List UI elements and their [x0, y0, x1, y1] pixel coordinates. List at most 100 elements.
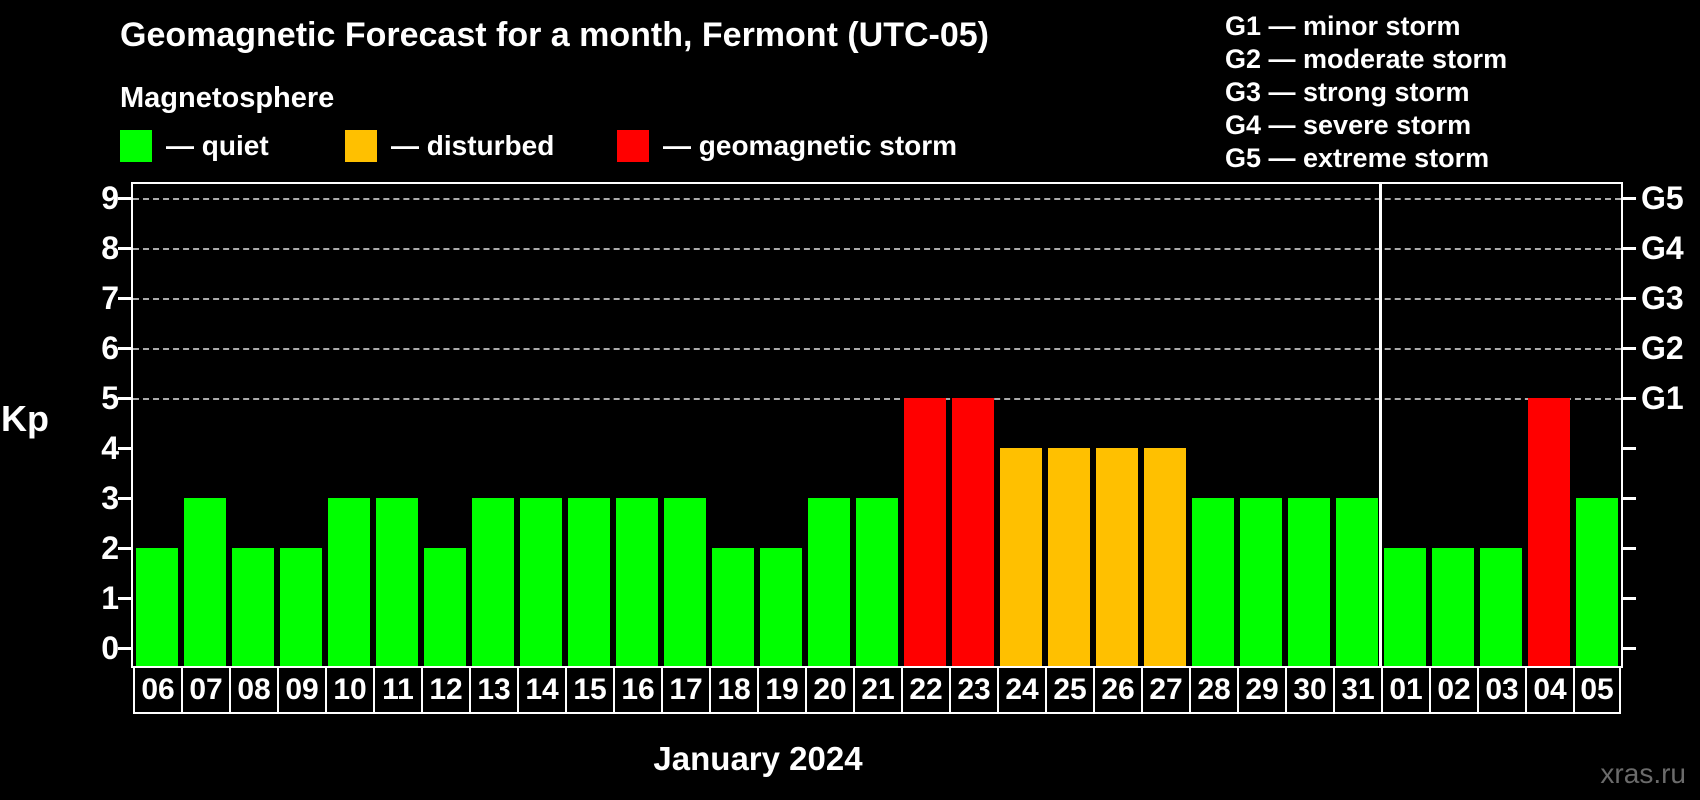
kp-bar-day-16	[616, 498, 658, 666]
y-axis-tick-right	[1623, 397, 1636, 400]
y-axis-tick-right	[1623, 497, 1636, 500]
y-axis-tick-left	[118, 647, 131, 650]
kp-bar-day-30	[1288, 498, 1330, 666]
month-separator	[1379, 184, 1382, 666]
g-level-label-g2: G2	[1641, 330, 1684, 366]
y-axis-tick-right	[1623, 547, 1636, 550]
kp-bar-day-06	[136, 548, 178, 666]
day-label-05: 05	[1573, 666, 1621, 714]
g-level-label-g3: G3	[1641, 280, 1684, 316]
day-label-01: 01	[1381, 666, 1431, 714]
day-label-02: 02	[1429, 666, 1479, 714]
kp-bar-day-29	[1240, 498, 1282, 666]
day-label-28: 28	[1189, 666, 1239, 714]
legend-item-quiet: — quiet	[120, 128, 269, 164]
y-axis-tick-left	[118, 547, 131, 550]
day-label-16: 16	[613, 666, 663, 714]
x-axis-day-labels: 06 07 08 09 10 11 12 13 14 15 16 17 18 19 20 21 22 23 24 25…	[133, 666, 1621, 714]
gridline-kp-6	[133, 348, 1621, 350]
y-tick-label-5: 5	[101, 380, 119, 416]
day-label-25: 25	[1045, 666, 1095, 714]
kp-bar-day-10	[328, 498, 370, 666]
y-tick-label-2: 2	[101, 530, 119, 566]
legend-label-storm: — geomagnetic storm	[663, 130, 958, 161]
g5-legend-line: G5 — extreme storm	[1225, 143, 1490, 173]
y-axis-tick-left	[118, 397, 131, 400]
day-label-21: 21	[853, 666, 903, 714]
day-label-13: 13	[469, 666, 519, 714]
day-label-30: 30	[1285, 666, 1335, 714]
y-axis-tick-right	[1623, 247, 1636, 250]
kp-bar-day-28	[1192, 498, 1234, 666]
kp-bar-day-11	[376, 498, 418, 666]
g-level-label-g5: G5	[1641, 180, 1684, 216]
day-label-17: 17	[661, 666, 711, 714]
kp-bar-day-09	[280, 548, 322, 666]
gridline-kp-8	[133, 248, 1621, 250]
g1-legend-line: G1 — minor storm	[1225, 11, 1461, 41]
g2-legend-line: G2 — moderate storm	[1225, 44, 1508, 74]
kp-bar-day-27	[1144, 448, 1186, 666]
day-label-27: 27	[1141, 666, 1191, 714]
day-label-15: 15	[565, 666, 615, 714]
y-tick-label-3: 3	[101, 480, 119, 516]
y-axis-tick-right	[1623, 347, 1636, 350]
legend-label-disturbed: — disturbed	[391, 130, 555, 161]
day-label-04: 04	[1525, 666, 1575, 714]
day-label-26: 26	[1093, 666, 1143, 714]
storm-color-swatch	[617, 130, 649, 162]
kp-bar-day-21	[856, 498, 898, 666]
kp-bar-day-19	[760, 548, 802, 666]
y-tick-label-4: 4	[101, 430, 119, 466]
y-tick-label-1: 1	[101, 580, 119, 616]
day-label-19: 19	[757, 666, 807, 714]
g-level-label-g4: G4	[1641, 230, 1684, 266]
kp-bar-day-12	[424, 548, 466, 666]
day-label-24: 24	[997, 666, 1047, 714]
y-tick-label-0: 0	[101, 630, 119, 666]
y-axis-tick-right	[1623, 447, 1636, 450]
y-axis-tick-left	[118, 597, 131, 600]
kp-bar-day-03	[1480, 548, 1522, 666]
kp-bar-day-26	[1096, 448, 1138, 666]
g-scale-legend: G1 — minor storm G2 — moderate storm G3 …	[1225, 10, 1507, 175]
day-label-29: 29	[1237, 666, 1287, 714]
y-axis-tick-right	[1623, 297, 1636, 300]
y-axis-tick-left	[118, 447, 131, 450]
kp-bar-day-23	[952, 398, 994, 666]
y-axis-tick-left	[118, 197, 131, 200]
kp-bar-day-20	[808, 498, 850, 666]
kp-bar-day-15	[568, 498, 610, 666]
day-label-11: 11	[373, 666, 423, 714]
day-label-07: 07	[181, 666, 231, 714]
y-axis-tick-left	[118, 497, 131, 500]
y-axis-tick-left	[118, 347, 131, 350]
chart-title: Geomagnetic Forecast for a month, Fermon…	[120, 16, 989, 54]
kp-bar-day-25	[1048, 448, 1090, 666]
watermark: xras.ru	[1600, 758, 1686, 789]
day-label-03: 03	[1477, 666, 1527, 714]
y-axis-tick-right	[1623, 197, 1636, 200]
kp-bar-day-08	[232, 548, 274, 666]
day-label-09: 09	[277, 666, 327, 714]
y-axis-tick-left	[118, 247, 131, 250]
day-label-22: 22	[901, 666, 951, 714]
day-label-14: 14	[517, 666, 567, 714]
kp-bar-day-24	[1000, 448, 1042, 666]
day-label-18: 18	[709, 666, 759, 714]
y-axis-tick-right	[1623, 597, 1636, 600]
x-axis-title: January 2024	[653, 740, 863, 777]
gridline-kp-9	[133, 198, 1621, 200]
kp-bar-day-02	[1432, 548, 1474, 666]
y-tick-label-7: 7	[101, 280, 119, 316]
y-tick-label-8: 8	[101, 230, 119, 266]
g3-legend-line: G3 — strong storm	[1225, 77, 1470, 107]
y-axis-tick-right	[1623, 647, 1636, 650]
g4-legend-line: G4 — severe storm	[1225, 110, 1472, 140]
kp-bar-day-22	[904, 398, 946, 666]
day-label-10: 10	[325, 666, 375, 714]
day-label-20: 20	[805, 666, 855, 714]
quiet-color-swatch	[120, 130, 152, 162]
gridline-kp-5	[133, 398, 1621, 400]
